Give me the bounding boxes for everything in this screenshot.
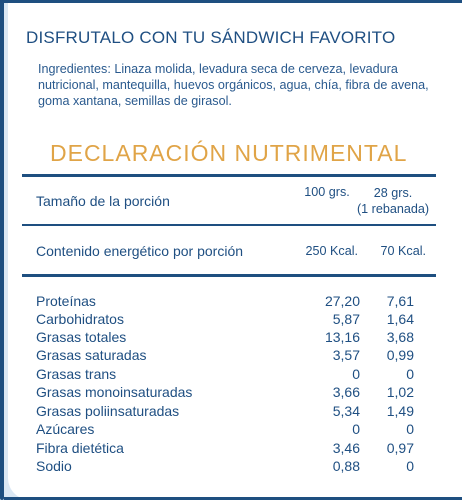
nutrient-label: Grasas totales xyxy=(36,329,127,345)
nutrient-label: Proteínas xyxy=(36,293,96,309)
nutrient-value-100g: 3,66 xyxy=(332,384,360,400)
nutrient-label: Fibra dietética xyxy=(36,440,124,456)
serving-col2-line1: 28 grs. xyxy=(373,186,413,200)
nutrient-value-100g: 0,88 xyxy=(332,458,360,474)
serving-rule xyxy=(22,224,436,226)
bottom-border xyxy=(4,497,462,500)
nutrient-value-serving: 7,61 xyxy=(386,293,414,309)
serving-col2: 28 grs. (1 rebanada) xyxy=(348,185,438,217)
nutrient-label: Grasas trans xyxy=(36,366,117,382)
table-top-rule xyxy=(22,174,436,177)
nutrient-label: Grasas poliinsaturadas xyxy=(36,403,180,419)
nutrient-label: Sodio xyxy=(36,458,72,474)
nutrient-value-100g: 0 xyxy=(352,421,360,437)
nutrient-value-100g: 3,57 xyxy=(332,347,360,363)
ingredients-text: Ingredientes: Linaza molida, levadura se… xyxy=(38,62,429,108)
nutrient-label: Grasas saturadas xyxy=(36,347,147,363)
serving-col2-line2: (1 rebanada) xyxy=(356,202,430,216)
nutrient-value-serving: 3,68 xyxy=(386,329,414,345)
left-border xyxy=(0,0,4,500)
top-border xyxy=(0,0,462,3)
nutrient-value-100g: 5,87 xyxy=(332,311,360,327)
energy-col1: 250 Kcal. xyxy=(305,244,358,258)
nutrient-value-serving: 0 xyxy=(406,458,414,474)
energy-col2: 70 Kcal. xyxy=(380,244,426,258)
nutrient-value-100g: 13,16 xyxy=(324,329,360,345)
nutrient-label: Azúcares xyxy=(36,421,95,437)
nutrient-value-serving: 1,02 xyxy=(386,384,414,400)
energy-rule xyxy=(22,274,436,277)
header-title: DISFRUTALO CON TU SÁNDWICH FAVORITO xyxy=(26,28,396,47)
nutrient-value-serving: 1,64 xyxy=(386,311,414,327)
nutrient-value-100g: 3,46 xyxy=(332,440,360,456)
nutrient-label: Carbohidratos xyxy=(36,311,124,327)
nutrition-card xyxy=(8,0,462,500)
serving-label: Tamaño de la porción xyxy=(36,193,170,209)
nutrient-value-serving: 1,49 xyxy=(386,403,414,419)
nutrient-value-serving: 0 xyxy=(406,421,414,437)
nutrient-value-100g: 0 xyxy=(352,366,360,382)
nutrient-value-serving: 0 xyxy=(406,366,414,382)
nutrient-value-serving: 0,97 xyxy=(386,440,414,456)
nutrient-value-100g: 27,20 xyxy=(324,293,360,309)
nutrient-value-100g: 5,34 xyxy=(332,403,360,419)
serving-col1: 100 grs. xyxy=(304,185,350,199)
nutrient-value-serving: 0,99 xyxy=(386,347,414,363)
nutrient-label: Grasas monoinsaturadas xyxy=(36,384,193,400)
declaration-title: DECLARACIÓN NUTRIMENTAL xyxy=(50,140,408,166)
energy-label: Contenido energético por porción xyxy=(36,243,244,259)
